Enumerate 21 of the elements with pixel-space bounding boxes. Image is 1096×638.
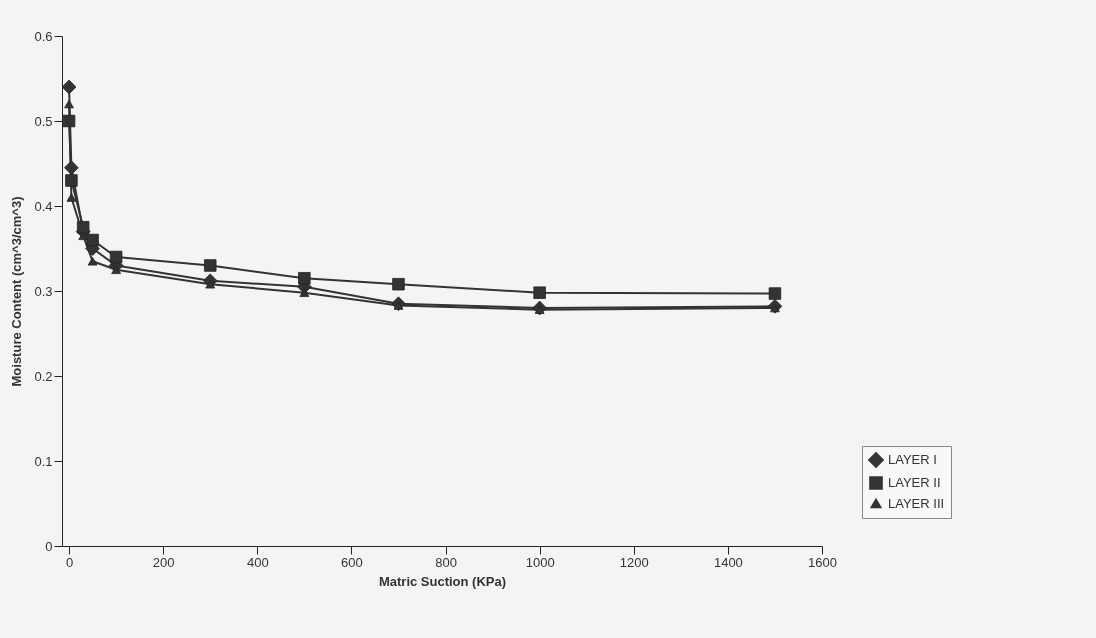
x-tick-label: 600 [341, 554, 363, 570]
y-tick-label: 0.2 [34, 368, 53, 384]
x-tick-label: 1200 [619, 554, 649, 570]
y-tick-label: 0.6 [34, 28, 53, 44]
y-tick-label: 0.3 [34, 283, 53, 299]
x-tick-label: 1000 [525, 554, 555, 570]
x-tick-label: 0 [65, 554, 74, 570]
y-tick-label: 0 [45, 538, 53, 554]
x-tick-label: 200 [152, 554, 175, 570]
y-tick-label: 0.1 [34, 453, 53, 469]
legend-label: LAYER II [888, 475, 941, 490]
y-axis-title: Moisture Content (cm^3/cm^3) [9, 196, 25, 387]
x-axis-title: Matric Suction (KPa) [378, 573, 507, 589]
x-tick-label: 1400 [713, 554, 743, 570]
x-tick-label: 800 [435, 554, 457, 570]
legend-label: LAYER I [888, 452, 937, 467]
x-tick-label: 1600 [808, 554, 837, 570]
y-tick-label: 0.5 [34, 113, 53, 129]
legend-label: LAYER III [888, 495, 945, 511]
x-tick-label: 400 [246, 554, 269, 570]
y-tick-label: 0.4 [34, 198, 53, 214]
